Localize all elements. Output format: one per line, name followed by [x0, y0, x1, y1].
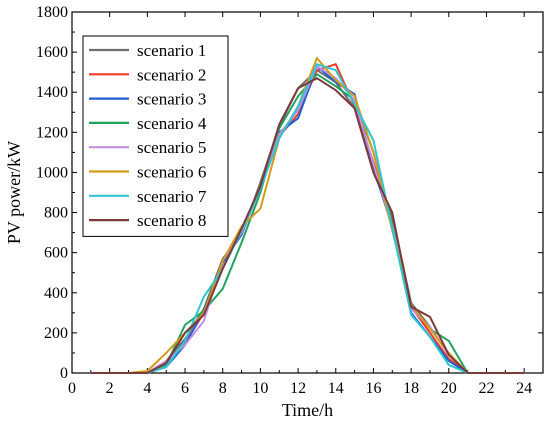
x-tick-label: 0 — [68, 380, 76, 397]
legend-entry: scenario 4 — [137, 114, 207, 133]
x-tick-label: 24 — [516, 380, 532, 397]
legend-entry: scenario 5 — [137, 138, 206, 157]
legend: scenario 1 scenario 2 scenario 3 scenario 4… — [82, 35, 229, 237]
series-line-7 — [90, 63, 525, 374]
x-axis-title: Time/h — [282, 400, 333, 420]
x-tick-label: 6 — [181, 380, 189, 397]
series-lines — [90, 57, 525, 374]
legend-entry: scenario 1 — [137, 41, 206, 60]
x-tick-label: 14 — [328, 380, 344, 397]
series-line-8 — [90, 77, 525, 374]
y-tick-label: 1600 — [36, 44, 68, 61]
x-tick-label: 4 — [143, 380, 151, 397]
x-tick-label: 22 — [478, 380, 494, 397]
y-tick-label: 1200 — [36, 124, 68, 141]
y-tick-label: 1400 — [36, 84, 68, 101]
x-tick-label: 2 — [106, 380, 114, 397]
y-tick-label: 1000 — [36, 164, 68, 181]
axes: 0 2 4 6 8 10 12 14 16 18 20 22 240200400600800100012… — [36, 4, 544, 397]
y-tick-label: 0 — [60, 365, 68, 382]
legend-entry: scenario 3 — [137, 90, 206, 109]
legend-entry: scenario 6 — [137, 163, 206, 182]
y-tick-label: 600 — [44, 245, 68, 262]
y-tick-label: 200 — [44, 325, 68, 342]
x-tick-label: 18 — [403, 380, 419, 397]
y-tick-label: 800 — [44, 205, 68, 222]
legend-box — [82, 35, 229, 237]
y-tick-label: 1800 — [36, 4, 68, 21]
y-tick-label: 400 — [44, 285, 68, 302]
x-tick-label: 12 — [290, 380, 306, 397]
x-tick-label: 20 — [441, 380, 457, 397]
x-tick-label: 10 — [252, 380, 268, 397]
y-axis-title: PV power/kW — [4, 141, 24, 244]
x-tick-label: 16 — [365, 380, 381, 397]
legend-entry: scenario 8 — [137, 211, 206, 230]
legend-entry: scenario 7 — [137, 187, 207, 206]
legend-entry: scenario 2 — [137, 65, 206, 84]
x-tick-label: 8 — [219, 380, 227, 397]
